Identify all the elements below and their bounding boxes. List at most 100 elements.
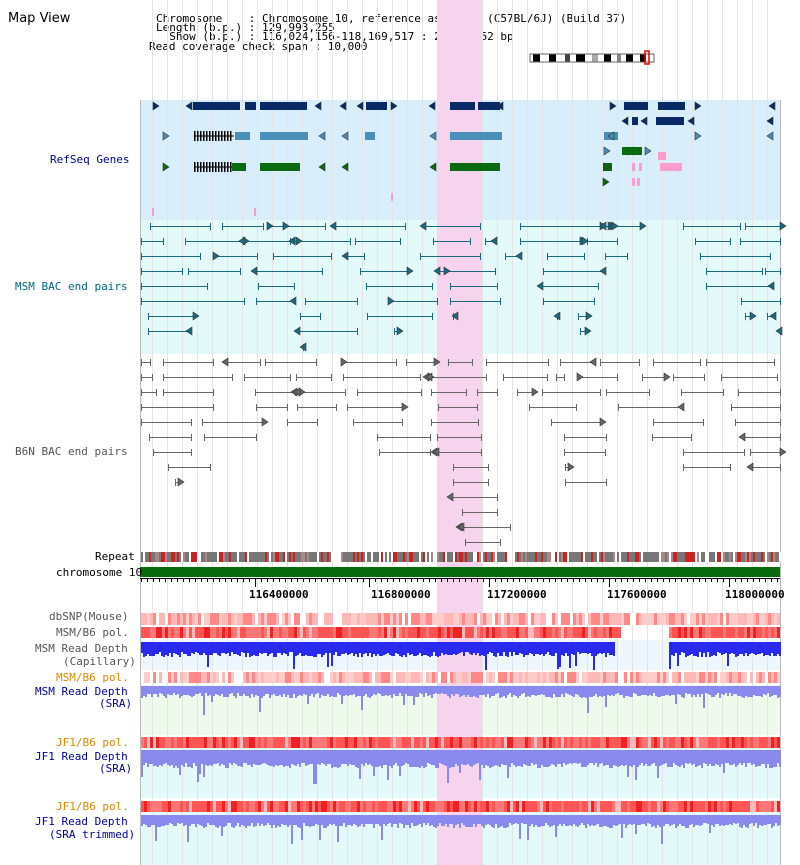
- read-depth-bar: [247, 815, 249, 826]
- read-depth-bar: [729, 642, 731, 654]
- axis-tick-label: 116400000: [249, 588, 309, 601]
- polymorphism-density-cell: [195, 613, 198, 625]
- read-depth-bar: [631, 750, 633, 767]
- read-depth-bar: [195, 642, 197, 652]
- polymorphism-density-cell: [462, 737, 465, 748]
- read-depth-bar: [267, 642, 269, 656]
- read-depth-bar: [153, 642, 155, 656]
- polymorphism-density-cell: [624, 737, 627, 748]
- polymorphism-density-cell: [573, 801, 576, 812]
- polymorphism-density-cell: [270, 613, 273, 625]
- polymorphism-density-cell: [258, 737, 261, 748]
- repeat-element: [615, 552, 617, 562]
- polymorphism-density-cell: [618, 613, 621, 625]
- polymorphism-density-cell: [735, 613, 738, 625]
- refseq-genes-label[interactable]: RefSeq Genes: [50, 153, 130, 166]
- read-depth-bar: [391, 686, 393, 698]
- read-depth-bar: [225, 750, 227, 768]
- read-depth-bar: [485, 815, 487, 825]
- polymorphism-density-cell: [705, 627, 708, 638]
- polymorphism-density-cell: [756, 627, 759, 638]
- read-depth-bar: [335, 642, 337, 652]
- read-depth-bar: [749, 750, 751, 763]
- read-depth-bar: [753, 642, 755, 654]
- polymorphism-density-cell: [642, 801, 645, 812]
- read-depth-bar: [603, 686, 605, 696]
- read-depth-bar: [595, 815, 597, 825]
- polymorphism-density-cell: [591, 801, 594, 812]
- polymorphism-density-cell: [717, 613, 720, 625]
- polymorphism-density-cell: [546, 801, 549, 812]
- read-depth-bar: [547, 642, 549, 652]
- read-depth-bar: [181, 815, 183, 823]
- read-depth-bar: [185, 750, 187, 763]
- read-depth-bar: [679, 750, 681, 767]
- read-depth-bar: [477, 815, 479, 824]
- read-depth-bar: [695, 815, 697, 825]
- polymorphism-density-cell: [174, 672, 177, 683]
- polymorphism-density-cell: [357, 737, 360, 748]
- read-depth-bar: [193, 815, 195, 824]
- read-depth-bar: [585, 686, 587, 698]
- repeat-element: [355, 552, 357, 562]
- repeat-element: [215, 552, 217, 562]
- read-depth-bar: [235, 686, 237, 698]
- read-depth-bar: [469, 750, 471, 766]
- read-depth-bar: [551, 642, 553, 656]
- polymorphism-density-cell: [444, 672, 447, 683]
- read-depth-bar: [323, 686, 325, 696]
- read-depth-bar: [439, 642, 441, 656]
- repeat-element: [505, 552, 507, 562]
- read-depth-bar: [339, 642, 341, 656]
- polymorphism-density-cell: [558, 613, 561, 625]
- read-depth-bar: [325, 686, 327, 696]
- polymorphism-density-cell: [657, 737, 660, 748]
- read-depth-bar: [333, 750, 335, 767]
- read-depth-bar: [737, 642, 739, 656]
- polymorphism-density-cell: [762, 627, 765, 638]
- repeat-element: [425, 552, 427, 562]
- polymorphism-density-cell: [216, 801, 219, 812]
- polymorphism-density-cell: [528, 627, 531, 638]
- read-depth-bar: [433, 686, 435, 694]
- read-depth-bar: [731, 686, 733, 696]
- read-depth-bar: [623, 815, 625, 824]
- polymorphism-density-cell: [669, 613, 672, 625]
- read-depth-bar: [363, 815, 365, 827]
- read-depth-bar: [409, 686, 411, 696]
- read-depth-bar: [653, 686, 655, 693]
- polymorphism-density-cell: [750, 627, 753, 638]
- repeat-element: [549, 552, 551, 562]
- bac-end-arrow: [261, 417, 269, 427]
- polymorphism-density-cell: [609, 672, 612, 683]
- read-depth-bar: [291, 642, 293, 652]
- polymorphism-density-cell: [777, 627, 780, 638]
- polymorphism-density-cell: [339, 801, 342, 812]
- read-depth-bar: [211, 815, 213, 825]
- read-depth-bar: [577, 815, 579, 827]
- b6n-bac-end-pairs-label[interactable]: B6N BAC end pairs: [15, 445, 128, 458]
- repeat-element: [155, 552, 157, 562]
- polymorphism-density-cell: [564, 627, 567, 638]
- read-depth-bar: [393, 686, 395, 694]
- read-depth-bar: [731, 750, 733, 765]
- polymorphism-density-cell: [696, 737, 699, 748]
- read-depth-bar: [327, 686, 329, 694]
- read-depth-bar: [373, 750, 375, 776]
- read-depth-bar: [591, 815, 593, 825]
- polymorphism-density-cell: [738, 627, 741, 638]
- read-depth-bar: [553, 642, 555, 656]
- polymorphism-density-cell: [747, 737, 750, 748]
- read-depth-bar: [435, 642, 437, 656]
- read-depth-bar: [655, 686, 657, 696]
- msm-bac-end-pairs-label[interactable]: MSM BAC end pairs: [15, 280, 128, 293]
- read-depth-bar: [327, 815, 329, 826]
- read-depth-bar: [157, 642, 159, 654]
- read-depth-bar: [739, 686, 741, 696]
- read-depth-bar: [431, 750, 433, 765]
- polymorphism-density-cell: [702, 801, 705, 812]
- polymorphism-density-cell: [639, 672, 642, 683]
- polymorphism-density-cell: [144, 737, 147, 748]
- polymorphism-density-cell: [243, 672, 246, 683]
